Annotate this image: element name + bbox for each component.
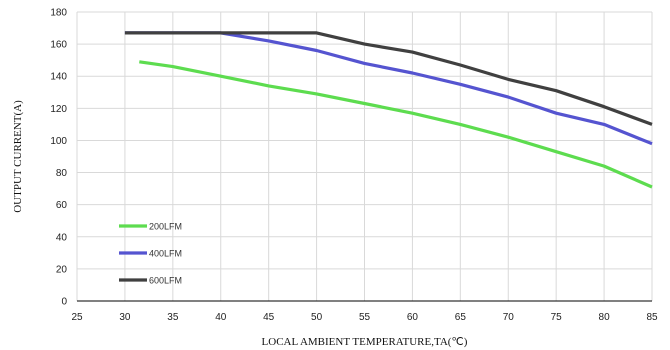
- y-tick-label: 160: [50, 40, 67, 51]
- y-tick-label: 20: [56, 264, 68, 275]
- legend-label-400lfm: 400LFM: [149, 249, 182, 259]
- legend-label-600lfm: 600LFM: [149, 276, 182, 286]
- y-axis-title: OUTPUT CURRENT(A): [12, 100, 24, 213]
- legend: 200LFM 400LFM 600LFM: [119, 222, 182, 286]
- x-tick-label: 25: [71, 312, 83, 323]
- y-tick-label: 40: [56, 232, 68, 243]
- series-lines: [124, 31, 653, 189]
- x-axis-ticks: 25 30 35 40 45 50 55 60 65 70 75 80 85: [71, 312, 658, 323]
- x-tick-label: 55: [359, 312, 371, 323]
- x-axis-title: LOCAL AMBIENT TEMPERATURE,TA(℃): [262, 336, 468, 348]
- grid: [76, 11, 653, 301]
- y-tick-label: 60: [56, 200, 68, 211]
- x-tick-label: 45: [263, 312, 275, 323]
- series-line-400lfm: [124, 31, 653, 146]
- y-tick-label: 0: [61, 297, 67, 308]
- legend-label-200lfm: 200LFM: [149, 222, 182, 232]
- y-tick-label: 100: [50, 136, 67, 147]
- x-tick-label: 70: [503, 312, 515, 323]
- x-tick-label: 65: [455, 312, 467, 323]
- x-tick-label: 40: [215, 312, 227, 323]
- x-tick-label: 30: [119, 312, 131, 323]
- x-tick-label: 50: [311, 312, 323, 323]
- x-tick-label: 35: [167, 312, 179, 323]
- series-line-200lfm: [139, 60, 653, 189]
- y-tick-label: 140: [50, 72, 67, 83]
- y-axis-ticks: 0 20 40 60 80 100 120 140 160 180: [50, 8, 67, 308]
- y-tick-label: 120: [50, 104, 67, 115]
- x-tick-label: 60: [407, 312, 419, 323]
- series-line-600lfm: [124, 31, 653, 126]
- x-tick-label: 85: [646, 312, 658, 323]
- x-tick-label: 80: [599, 312, 611, 323]
- y-tick-label: 80: [56, 168, 68, 179]
- y-tick-label: 180: [50, 8, 67, 19]
- x-tick-label: 75: [551, 312, 563, 323]
